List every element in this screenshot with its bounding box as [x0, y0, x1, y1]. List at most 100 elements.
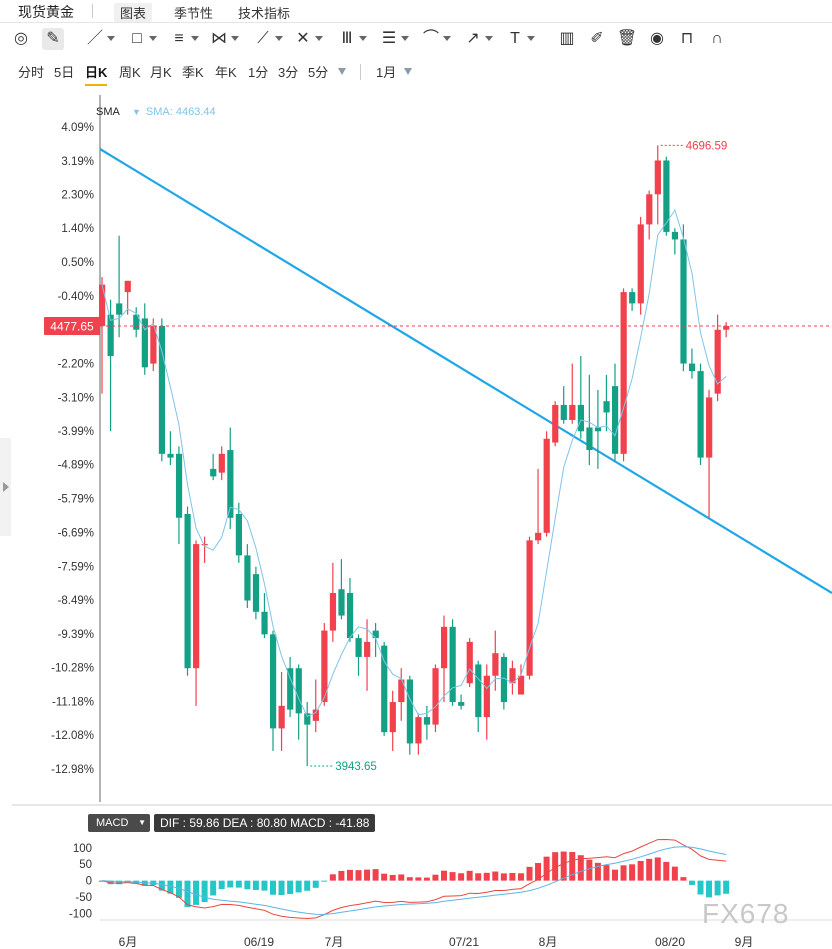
cursor-icon[interactable]: ◎: [14, 30, 28, 47]
brush-icon[interactable]: ⌒: [422, 30, 439, 47]
candle-body: [338, 589, 345, 616]
chevron-down-icon[interactable]: [359, 36, 367, 41]
candle-body: [552, 404, 559, 443]
trash-icon[interactable]: 🗑: [616, 30, 638, 47]
y-tick-label: -5.79%: [58, 494, 94, 506]
tab-indicators[interactable]: 技术指标: [238, 6, 291, 21]
macd-hist-bar: [270, 880, 276, 895]
tab-seasonality[interactable]: 季节性: [174, 6, 214, 21]
x-tick-label: 7月: [325, 935, 344, 949]
macd-hist-bar: [201, 880, 208, 903]
pitchfork-icon[interactable]: Ⅲ: [341, 30, 353, 47]
period-1min[interactable]: 1分: [248, 65, 269, 80]
macd-hist-bar: [620, 865, 627, 881]
chevron-down-icon[interactable]: [401, 36, 409, 41]
macd-hist-bar: [646, 858, 653, 881]
period-monthly[interactable]: 月K: [150, 65, 172, 80]
channel-icon[interactable]: ☰: [381, 30, 397, 47]
period-5min[interactable]: 5分: [308, 65, 329, 80]
period-weekly[interactable]: 周K: [119, 65, 141, 80]
pattern-icon[interactable]: ⋈: [211, 30, 227, 47]
macd-hist-bar: [364, 869, 371, 881]
chart-icon[interactable]: ▥: [559, 30, 575, 47]
candle-body: [124, 280, 131, 293]
macd-hist-bar: [432, 874, 439, 881]
period-timeshare[interactable]: 分时: [18, 65, 45, 80]
chevron-down-icon[interactable]: [485, 36, 493, 41]
x-tick-label: 07/21: [449, 935, 479, 949]
candle-body: [475, 664, 482, 718]
macd-hist-bar: [287, 880, 294, 895]
candle-body: [252, 574, 260, 612]
line-icon[interactable]: ／: [86, 30, 103, 47]
macd-hist-bar: [141, 880, 148, 886]
side-panel-handle[interactable]: [0, 438, 11, 536]
measure-icon[interactable]: ⟋: [257, 30, 269, 47]
chevron-down-icon[interactable]: [527, 36, 535, 41]
macd-hist-bar: [381, 873, 388, 881]
period-quarterly[interactable]: 季K: [182, 65, 204, 80]
range-dropdown-icon[interactable]: [404, 68, 412, 75]
chevron-down-icon[interactable]: [231, 36, 239, 41]
period-5day[interactable]: 5日: [54, 65, 75, 80]
candle: [509, 660, 516, 695]
arrow-icon[interactable]: ↗: [466, 30, 480, 47]
period-3min[interactable]: 3分: [278, 65, 299, 80]
macd-hist-bar: [688, 880, 695, 885]
candle: [586, 374, 593, 466]
macd-y-tick-label: 0: [86, 876, 92, 888]
y-tick-label: -3.10%: [58, 392, 94, 404]
eye-icon[interactable]: ◉: [650, 30, 664, 47]
candle: [312, 679, 319, 733]
text-icon[interactable]: T: [510, 30, 520, 47]
macd-selector[interactable]: MACD ▼: [88, 814, 150, 832]
candle: [235, 502, 242, 563]
magnet-icon[interactable]: ∩: [711, 30, 723, 47]
chevron-right-icon: [3, 482, 9, 492]
candle: [355, 634, 362, 676]
edit-icon[interactable]: ✐: [590, 30, 604, 47]
candle: [475, 660, 482, 733]
macd-hist-bar: [680, 877, 687, 881]
chevron-down-icon[interactable]: [107, 36, 115, 41]
macd-hist-bar: [466, 870, 473, 881]
candle-body: [364, 641, 371, 657]
period-dropdown-icon[interactable]: [338, 68, 346, 75]
candle: [441, 615, 448, 703]
chevron-down-icon[interactable]: [149, 36, 157, 41]
rectangle-icon[interactable]: □: [132, 30, 142, 47]
price-badge: [44, 316, 100, 335]
candle: [466, 638, 473, 688]
candle-body: [620, 292, 627, 454]
candle: [261, 592, 268, 639]
divider: [92, 4, 93, 18]
range-select[interactable]: 1月: [376, 65, 397, 80]
macd-hist-bar: [116, 880, 123, 885]
candle: [287, 656, 294, 718]
chevron-down-icon[interactable]: ▼: [132, 107, 141, 117]
period-daily[interactable]: 日K: [85, 62, 108, 86]
candle-body: [526, 540, 533, 676]
macd-hist-bar: [99, 880, 105, 882]
tab-chart[interactable]: 图表: [114, 3, 153, 22]
parallel-lines-icon[interactable]: ≡: [174, 30, 184, 47]
chevron-down-icon[interactable]: [315, 36, 323, 41]
pencil-icon[interactable]: ✎: [42, 28, 64, 50]
fib-icon[interactable]: ✕: [296, 30, 310, 47]
x-tick-label: 06/19: [244, 935, 274, 949]
macd-hist-bar: [218, 880, 225, 890]
period-yearly[interactable]: 年K: [215, 65, 237, 80]
chevron-down-icon[interactable]: [191, 36, 199, 41]
macd-hist-bar: [184, 880, 191, 907]
watermark: FX678: [702, 898, 790, 929]
lock-icon[interactable]: ⊓: [680, 30, 694, 47]
y-tick-label: -4.89%: [58, 460, 94, 472]
candle: [697, 363, 704, 466]
candle: [680, 224, 687, 372]
chevron-down-icon[interactable]: [443, 36, 451, 41]
chevron-down-icon[interactable]: [275, 36, 283, 41]
macd-hist-bar: [372, 869, 379, 881]
macd-hist-bar: [458, 873, 465, 881]
y-tick-label: 0.50%: [61, 257, 94, 269]
